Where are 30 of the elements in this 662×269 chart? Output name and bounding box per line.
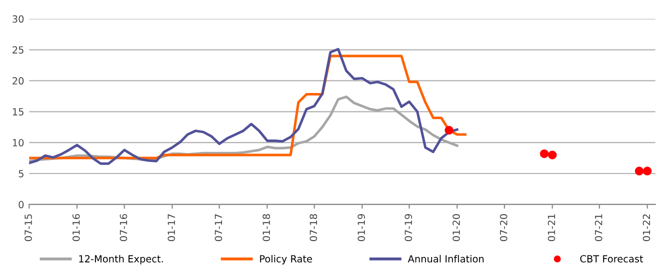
- legend-label: 12-Month Expect.: [79, 254, 163, 264]
- x-tick-label: 07-20: [500, 214, 508, 242]
- x-tick-label: 01-21: [548, 214, 556, 242]
- point: [642, 166, 652, 176]
- y-tick-label: 20: [12, 77, 24, 85]
- x-tick-label: 01-16: [72, 214, 80, 242]
- y-tick-label: 25: [12, 46, 24, 54]
- point: [634, 166, 644, 176]
- x-tick-label: 01-17: [168, 214, 176, 242]
- point: [548, 150, 557, 160]
- legend-label: Annual Inflation: [408, 254, 484, 262]
- x-tick-label: 07-16: [120, 214, 128, 242]
- x-tick-label: 07-17: [214, 214, 222, 242]
- y-tick-label: 10: [12, 139, 24, 146]
- legend-label: Policy Rate: [260, 254, 312, 264]
- x-tick-label: 01-18: [262, 214, 270, 242]
- x-tick-label: 01-19: [358, 214, 365, 242]
- x-tick-label: 01-20: [452, 214, 460, 242]
- y-tick-label: 15: [12, 108, 24, 116]
- y-tick-label: 5: [18, 170, 24, 178]
- point: [444, 126, 454, 135]
- x-tick-label: 07-18: [310, 214, 318, 242]
- legend-label: CBT Forecast: [580, 255, 644, 262]
- point: [540, 149, 549, 158]
- y-tick-label: 30: [12, 15, 24, 23]
- y-tick-label: 0: [18, 200, 24, 208]
- x-tick-label: 07-19: [404, 214, 412, 242]
- x-tick-label: 07-15: [24, 214, 32, 242]
- x-tick-label: 01-22: [642, 214, 650, 242]
- x-tick-label: 07-21: [594, 214, 602, 242]
